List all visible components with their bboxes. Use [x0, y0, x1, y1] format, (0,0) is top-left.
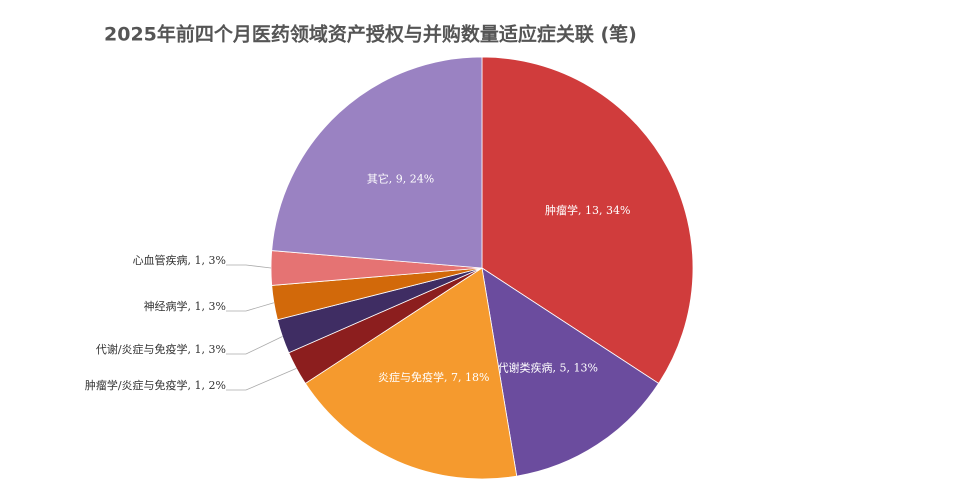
data-label: 神经病学, 1, 3%	[144, 299, 226, 313]
data-label: 肿瘤学/炎症与免疫学, 1, 2%	[85, 378, 226, 392]
pie-slice	[481, 56, 694, 384]
chart-title: 2025年前四个月医药领域资产授权与并购数量适应症关联 (笔)	[104, 23, 637, 46]
leader-line	[226, 336, 283, 355]
data-label: 肿瘤学, 13, 34%	[545, 203, 630, 217]
pie-slice	[481, 267, 660, 477]
leader-line	[226, 264, 272, 269]
leader-line	[226, 302, 274, 312]
pie-slice	[304, 267, 518, 480]
data-label: 代谢类疾病, 5, 13%	[498, 361, 598, 375]
data-label: 心血管疾病, 1, 3%	[133, 253, 226, 267]
pie-slice	[271, 56, 483, 269]
leader-line	[226, 368, 297, 391]
data-label: 代谢/炎症与免疫学, 1, 3%	[96, 342, 226, 356]
data-label: 炎症与免疫学, 7, 18%	[378, 370, 489, 384]
data-label: 其它, 9, 24%	[367, 172, 434, 186]
